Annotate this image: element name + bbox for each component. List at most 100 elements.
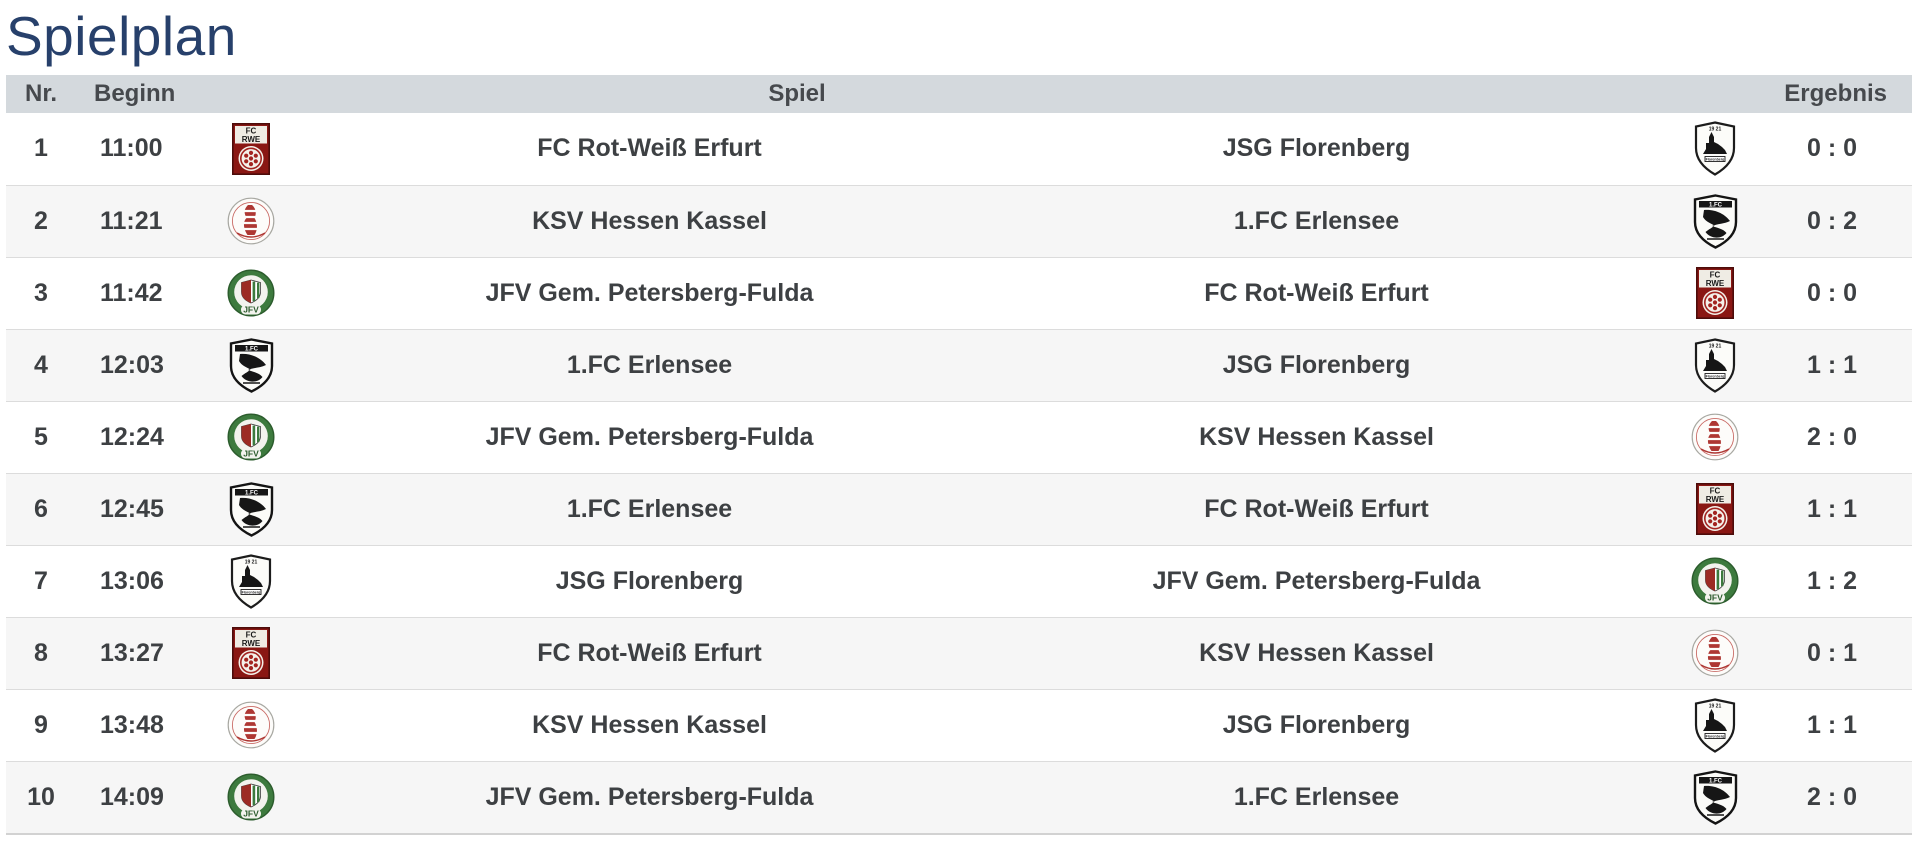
svg-text:Florenberg: Florenberg xyxy=(1706,158,1725,162)
home-team-name: 1.FC Erlensee xyxy=(566,494,733,523)
svg-text:1.FC: 1.FC xyxy=(1708,202,1722,208)
away-team-name: KSV Hessen Kassel xyxy=(1199,422,1434,451)
home-team-name: JFV Gem. Petersberg-Fulda xyxy=(485,782,814,811)
svg-text:19 21: 19 21 xyxy=(1709,703,1722,709)
svg-text:1.FC: 1.FC xyxy=(244,346,258,352)
match-start-time: 12:24 xyxy=(100,422,164,451)
match-score: 0 : 0 xyxy=(1806,134,1858,162)
match-number: 3 xyxy=(34,278,48,307)
match-start-time: 11:42 xyxy=(100,278,163,307)
home-team-logo: JFV xyxy=(186,413,316,461)
home-team-logo: JFV xyxy=(186,269,316,317)
jsg-florenberg-logo-icon: 19 21 Florenberg xyxy=(1694,121,1736,176)
away-team-name: FC Rot-Weiß Erfurt xyxy=(1204,278,1429,307)
away-team-name: KSV Hessen Kassel xyxy=(1199,638,1434,667)
ksv-hessen-kassel-logo-icon xyxy=(227,197,275,245)
home-team-name: FC Rot-Weiß Erfurt xyxy=(537,134,762,162)
away-team-name: JFV Gem. Petersberg-Fulda xyxy=(1152,566,1481,595)
ksv-hessen-kassel-logo-icon xyxy=(1691,629,1739,677)
fc-rot-weiss-erfurt-logo-icon: FC RWE xyxy=(1696,267,1734,319)
fc-erlensee-logo-icon: 1.FC xyxy=(229,337,274,393)
match-start-time: 12:45 xyxy=(100,494,164,523)
table-header-row: Nr. Beginn Spiel Ergebnis xyxy=(6,74,1912,113)
svg-text:JFV: JFV xyxy=(243,449,259,459)
match-start-time: 13:27 xyxy=(100,638,164,667)
match-score: 2 : 0 xyxy=(1806,782,1858,811)
home-team-logo: FC RWE xyxy=(186,627,316,679)
column-header-ergebnis: Ergebnis xyxy=(1784,79,1887,107)
svg-text:19 21: 19 21 xyxy=(245,559,258,565)
away-team-logo xyxy=(1650,629,1780,677)
match-start-time: 13:48 xyxy=(100,710,164,739)
jfv-petersberg-fulda-logo-icon: JFV xyxy=(1691,557,1739,605)
svg-text:JFV: JFV xyxy=(243,809,259,819)
svg-text:FC: FC xyxy=(1710,271,1721,280)
page-title: Spielplan xyxy=(6,5,237,67)
home-team-name: 1.FC Erlensee xyxy=(566,350,733,379)
svg-text:JFV: JFV xyxy=(1707,593,1723,603)
match-row: 3 11:42 JFV JFV Gem. Petersberg-Fulda FC… xyxy=(6,256,1912,329)
jsg-florenberg-logo-icon: 19 21 Florenberg xyxy=(1694,697,1736,753)
svg-text:RWE: RWE xyxy=(1706,279,1725,288)
home-team-name: KSV Hessen Kassel xyxy=(532,710,767,739)
away-team-name: JSG Florenberg xyxy=(1222,710,1411,739)
match-score: 1 : 1 xyxy=(1806,350,1858,379)
match-number: 10 xyxy=(27,782,55,811)
away-team-name: JSG Florenberg xyxy=(1222,134,1411,162)
ksv-hessen-kassel-logo-icon xyxy=(1691,413,1739,461)
fc-rot-weiss-erfurt-logo-icon: FC RWE xyxy=(232,122,270,175)
svg-text:FC: FC xyxy=(246,126,257,135)
away-team-name: 1.FC Erlensee xyxy=(1233,206,1400,235)
home-team-name: FC Rot-Weiß Erfurt xyxy=(537,638,762,667)
match-number: 7 xyxy=(34,566,48,595)
match-score: 1 : 1 xyxy=(1806,710,1858,739)
column-header-spiel: Spiel xyxy=(768,79,826,107)
svg-text:19 21: 19 21 xyxy=(1709,127,1722,133)
fc-rot-weiss-erfurt-logo-icon: FC RWE xyxy=(1696,483,1734,535)
jsg-florenberg-logo-icon: 19 21 Florenberg xyxy=(1694,337,1736,393)
match-number: 9 xyxy=(34,710,48,739)
home-team-logo xyxy=(186,197,316,245)
match-row: 7 13:06 19 21 Florenberg JSG Florenberg J… xyxy=(6,544,1912,617)
fc-rot-weiss-erfurt-logo-icon: FC RWE xyxy=(232,627,270,679)
match-start-time: 12:03 xyxy=(100,350,164,379)
svg-text:FC: FC xyxy=(1710,487,1721,496)
away-team-logo: 1.FC xyxy=(1650,769,1780,825)
fc-erlensee-logo-icon: 1.FC xyxy=(229,481,274,537)
jfv-petersberg-fulda-logo-icon: JFV xyxy=(227,773,275,821)
svg-text:Florenberg: Florenberg xyxy=(1706,374,1725,378)
match-number: 4 xyxy=(34,350,48,379)
away-team-logo: 19 21 Florenberg xyxy=(1650,697,1780,753)
match-number: 8 xyxy=(34,638,48,667)
home-team-logo: JFV xyxy=(186,773,316,821)
svg-text:FC: FC xyxy=(246,631,257,640)
match-row: 6 12:45 1.FC 1.FC Erlensee FC Rot-Weiß E… xyxy=(6,472,1912,545)
match-start-time: 13:06 xyxy=(100,566,164,595)
away-team-logo: 19 21 Florenberg xyxy=(1650,121,1780,176)
away-team-logo: 1.FC xyxy=(1650,193,1780,249)
svg-text:19 21: 19 21 xyxy=(1709,343,1722,349)
spielplan-table: Nr. Beginn Spiel Ergebnis 1 11:00 FC RWE … xyxy=(6,74,1912,835)
match-score: 2 : 0 xyxy=(1806,422,1858,451)
match-row: 8 13:27 FC RWE FC Rot-Weiß Erfurt KSV Hes… xyxy=(6,616,1912,689)
match-row: 9 13:48 KSV Hessen Kassel JSG Florenberg… xyxy=(6,688,1912,761)
match-number: 1 xyxy=(34,134,48,162)
svg-text:RWE: RWE xyxy=(242,639,261,648)
home-team-name: JSG Florenberg xyxy=(555,566,744,595)
match-row: 4 12:03 1.FC 1.FC Erlensee JSG Florenber… xyxy=(6,328,1912,401)
svg-text:1.FC: 1.FC xyxy=(1708,778,1722,784)
away-team-logo: 19 21 Florenberg xyxy=(1650,337,1780,393)
home-team-logo xyxy=(186,701,316,749)
match-score: 0 : 2 xyxy=(1806,206,1858,235)
match-row: 1 11:00 FC RWE FC Rot-Weiß Erfurt JSG Flo… xyxy=(6,112,1912,185)
away-team-name: 1.FC Erlensee xyxy=(1233,782,1400,811)
match-number: 2 xyxy=(34,206,48,235)
home-team-logo: 1.FC xyxy=(186,481,316,537)
match-start-time: 11:00 xyxy=(100,134,163,162)
home-team-logo: 1.FC xyxy=(186,337,316,393)
column-header-nr: Nr. xyxy=(24,79,57,107)
match-number: 5 xyxy=(34,422,48,451)
jsg-florenberg-logo-icon: 19 21 Florenberg xyxy=(230,553,272,609)
away-team-logo xyxy=(1650,413,1780,461)
match-row: 5 12:24 JFV JFV Gem. Petersberg-Fulda KS… xyxy=(6,400,1912,473)
